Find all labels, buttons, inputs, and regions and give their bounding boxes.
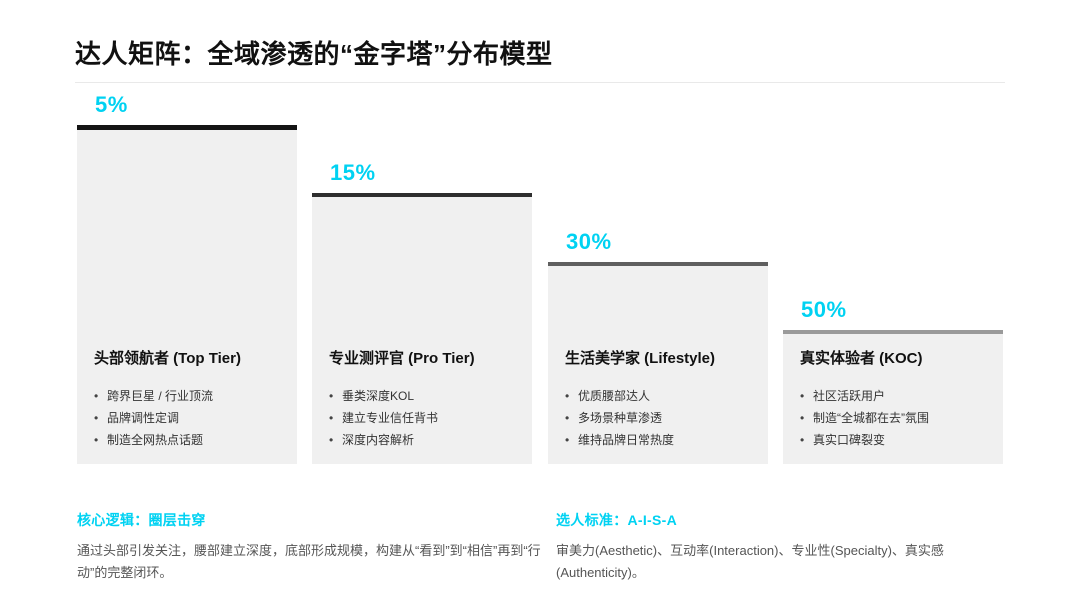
tier-name: 生活美学家 (Lifestyle) [565, 350, 716, 367]
tier-bullet-list: 跨界巨星 / 行业顶流 品牌调性定调 制造全网热点话题 [94, 385, 289, 451]
footer-body: 审美力(Aesthetic)、互动率(Interaction)、专业性(Spec… [556, 543, 944, 580]
tier-bullet: 品牌调性定调 [94, 407, 289, 429]
pyramid-tier-chart: 5% 头部领航者 (Top Tier) 跨界巨星 / 行业顶流 品牌调性定调 制… [77, 0, 1003, 464]
tier-percent-label: 5% [95, 92, 128, 117]
tier-bullet: 制造全网热点话题 [94, 429, 289, 451]
tier-bullet: 垂类深度KOL [329, 385, 524, 407]
tier-bullet: 社区活跃用户 [800, 385, 995, 407]
tier-column-top-tier: 5% 头部领航者 (Top Tier) 跨界巨星 / 行业顶流 品牌调性定调 制… [77, 0, 297, 464]
footer-heading: 选人标准：A-I-S-A [556, 512, 678, 528]
tier-name: 真实体验者 (KOC) [800, 350, 923, 367]
tier-bullet: 维持品牌日常热度 [565, 429, 760, 451]
title-divider [75, 82, 1005, 83]
tier-name: 头部领航者 (Top Tier) [94, 350, 241, 367]
footer-notes: 核心逻辑：圈层击穿 通过头部引发关注，腰部建立深度，底部形成规模，构建从“看到”… [77, 510, 1020, 590]
tier-box: 生活美学家 (Lifestyle) 优质腰部达人 多场景种草渗透 维持品牌日常热… [548, 262, 768, 464]
footer-body: 通过头部引发关注，腰部建立深度，底部形成规模，构建从“看到”到“相信”再到“行动… [77, 543, 541, 580]
tier-bullet: 跨界巨星 / 行业顶流 [94, 385, 289, 407]
tier-percent-label: 15% [330, 160, 376, 185]
tier-bullet-list: 优质腰部达人 多场景种草渗透 维持品牌日常热度 [565, 385, 760, 451]
tier-box: 真实体验者 (KOC) 社区活跃用户 制造“全城都在去”氛围 真实口碑裂变 [783, 330, 1003, 464]
tier-bullet: 建立专业信任背书 [329, 407, 524, 429]
tier-bullet: 多场景种草渗透 [565, 407, 760, 429]
tier-content: 真实体验者 (KOC) 社区活跃用户 制造“全城都在去”氛围 真实口碑裂变 [800, 349, 995, 451]
tier-bullet-list: 社区活跃用户 制造“全城都在去”氛围 真实口碑裂变 [800, 385, 995, 451]
tier-percent-label: 30% [566, 229, 612, 254]
tier-content: 头部领航者 (Top Tier) 跨界巨星 / 行业顶流 品牌调性定调 制造全网… [94, 349, 289, 451]
footer-core-logic: 核心逻辑：圈层击穿 通过头部引发关注，腰部建立深度，底部形成规模，构建从“看到”… [77, 510, 542, 584]
page-title: 达人矩阵：全域渗透的“金字塔”分布模型 [75, 39, 553, 69]
tier-box: 头部领航者 (Top Tier) 跨界巨星 / 行业顶流 品牌调性定调 制造全网… [77, 125, 297, 464]
footer-heading: 核心逻辑：圈层击穿 [77, 512, 206, 528]
tier-box: 专业测评官 (Pro Tier) 垂类深度KOL 建立专业信任背书 深度内容解析 [312, 193, 532, 464]
tier-bullet-list: 垂类深度KOL 建立专业信任背书 深度内容解析 [329, 385, 524, 451]
tier-column-koc: 50% 真实体验者 (KOC) 社区活跃用户 制造“全城都在去”氛围 真实口碑裂… [783, 0, 1003, 464]
tier-column-pro-tier: 15% 专业测评官 (Pro Tier) 垂类深度KOL 建立专业信任背书 深度… [312, 0, 532, 464]
tier-bullet: 真实口碑裂变 [800, 429, 995, 451]
tier-bullet: 制造“全城都在去”氛围 [800, 407, 995, 429]
tier-name: 专业测评官 (Pro Tier) [329, 350, 475, 367]
tier-bullet: 优质腰部达人 [565, 385, 760, 407]
tier-content: 生活美学家 (Lifestyle) 优质腰部达人 多场景种草渗透 维持品牌日常热… [565, 349, 760, 451]
footer-selection-criteria: 选人标准：A-I-S-A 审美力(Aesthetic)、互动率(Interact… [556, 510, 976, 584]
tier-column-lifestyle: 30% 生活美学家 (Lifestyle) 优质腰部达人 多场景种草渗透 维持品… [548, 0, 768, 464]
tier-bullet: 深度内容解析 [329, 429, 524, 451]
tier-percent-label: 50% [801, 297, 847, 322]
tier-content: 专业测评官 (Pro Tier) 垂类深度KOL 建立专业信任背书 深度内容解析 [329, 349, 524, 451]
